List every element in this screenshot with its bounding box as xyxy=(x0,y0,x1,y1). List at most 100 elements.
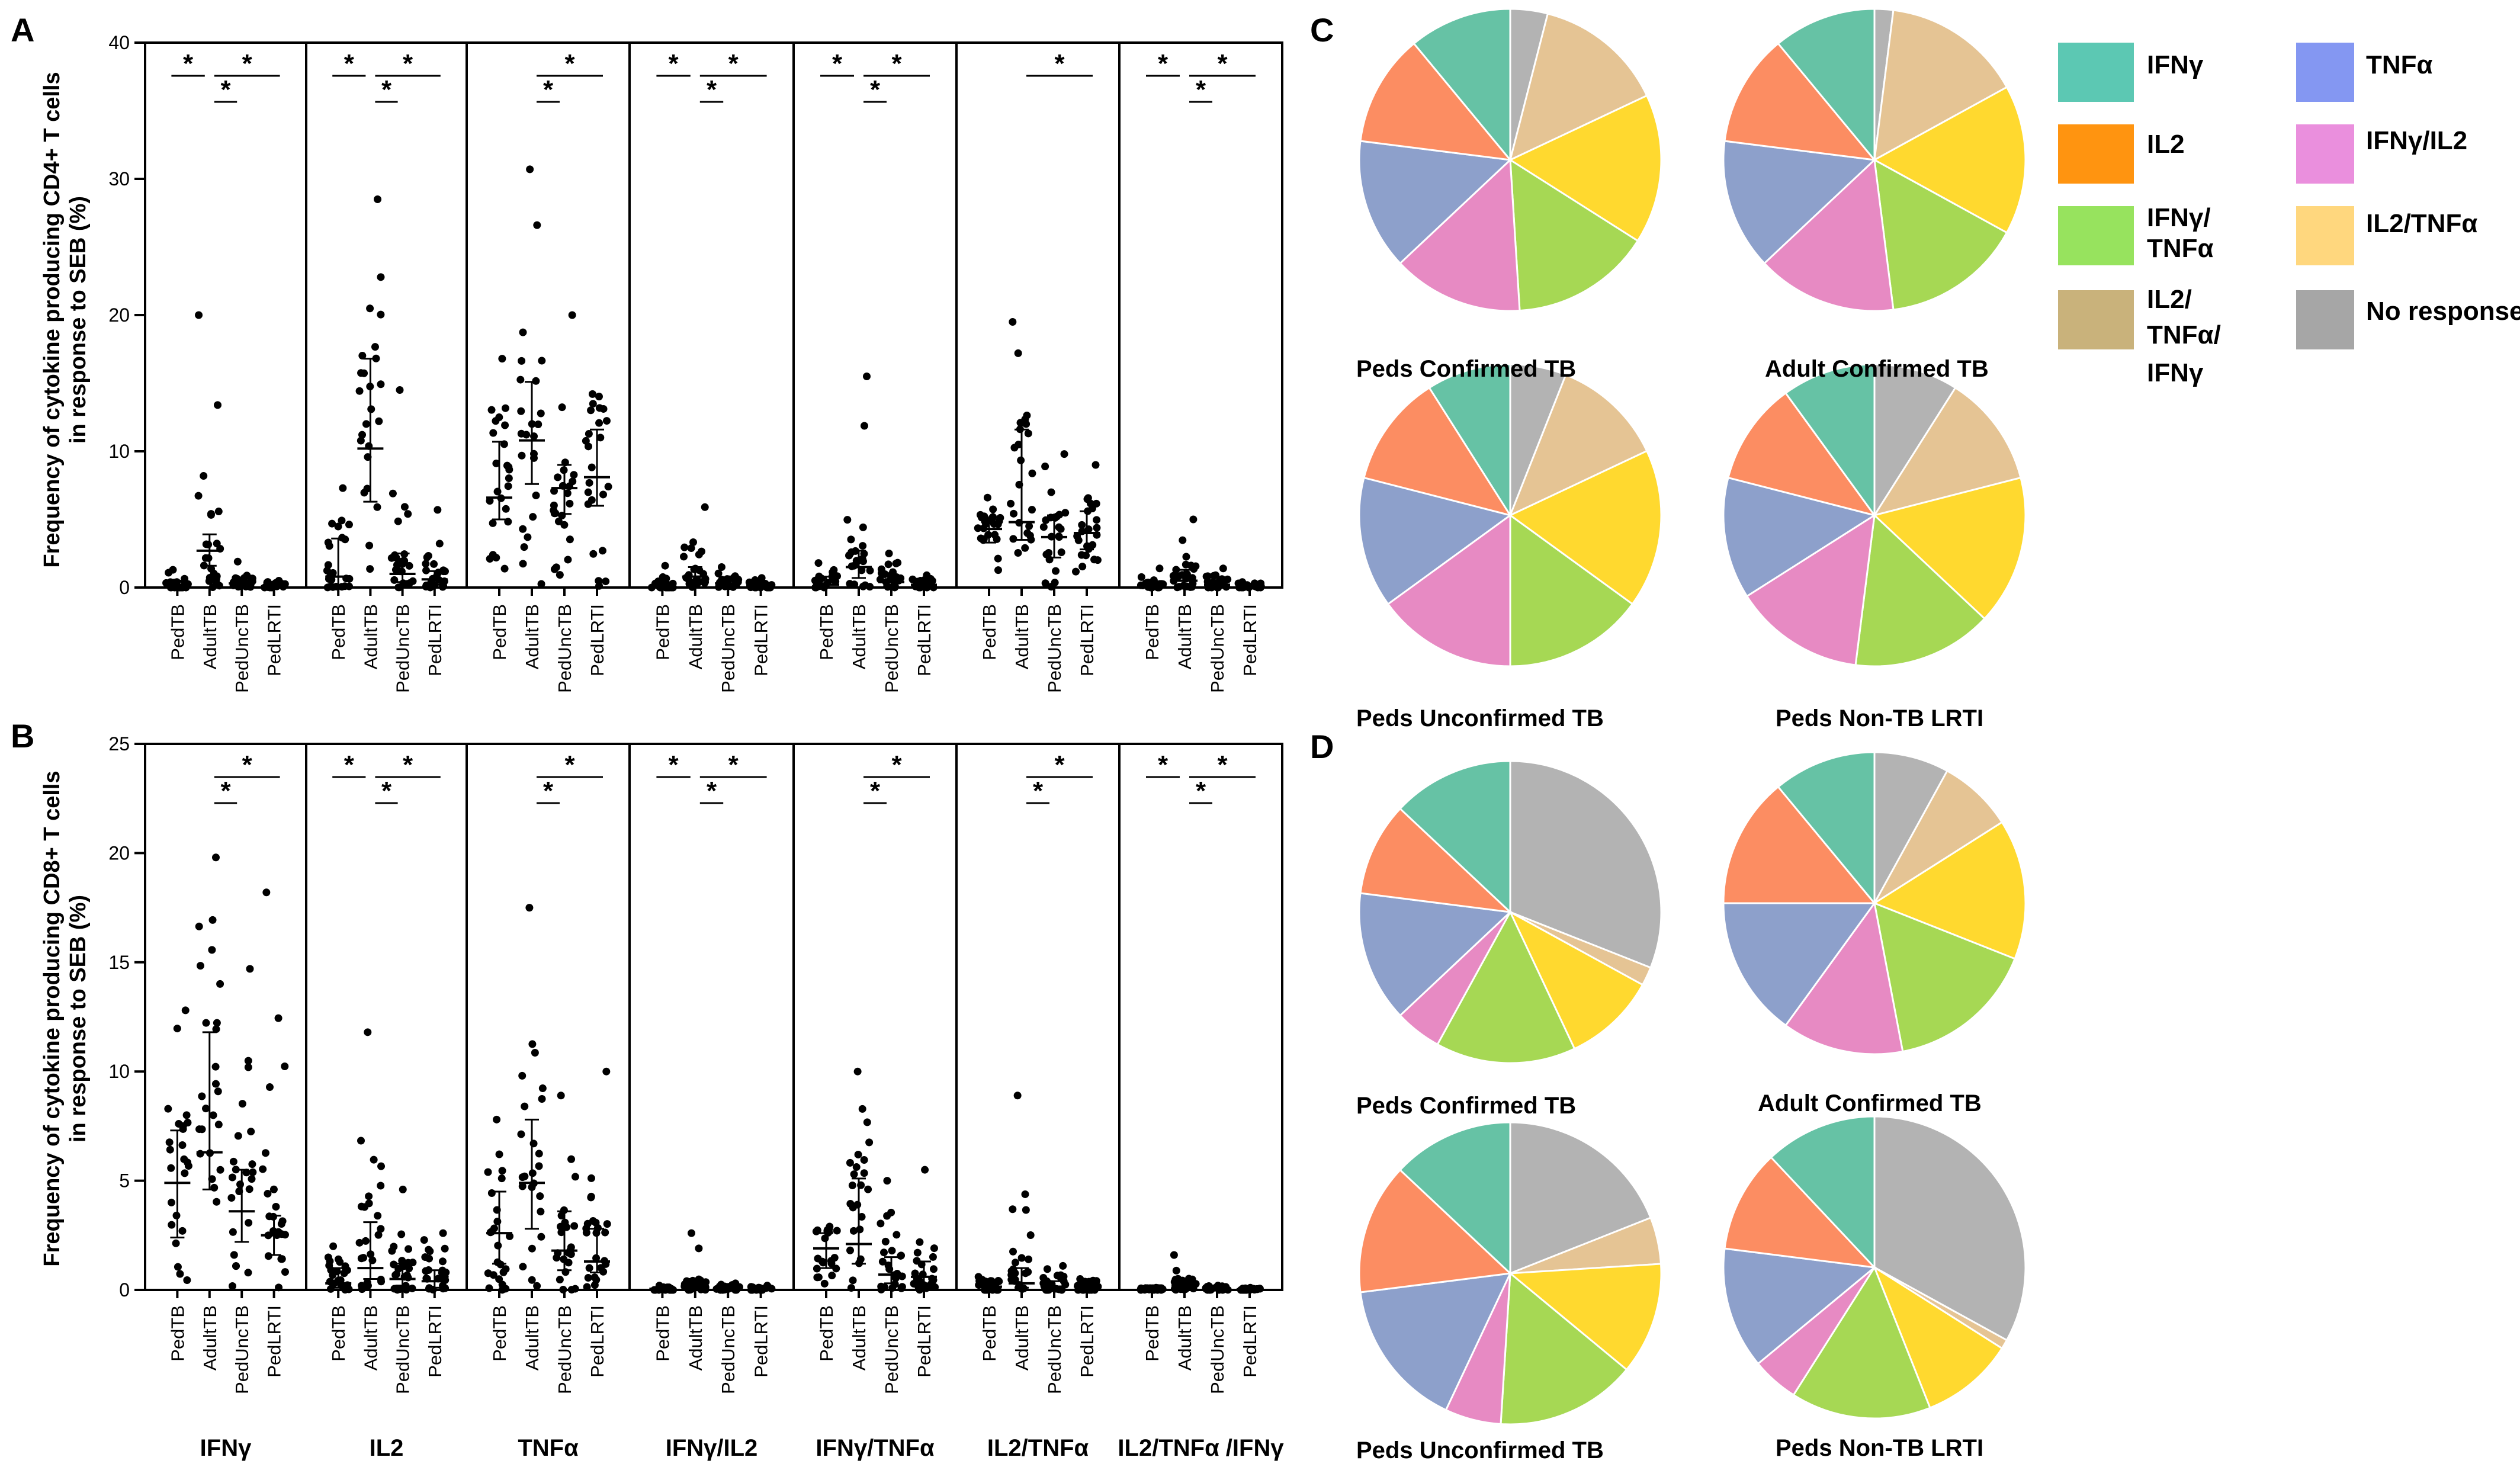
data-point xyxy=(208,946,216,954)
pie-slice xyxy=(1722,902,1876,1027)
data-point xyxy=(208,583,217,591)
data-point xyxy=(853,1067,862,1076)
data-point xyxy=(214,1087,222,1096)
data-point xyxy=(181,1006,190,1015)
ylabel-b-line2: in response to SEB (%) xyxy=(66,895,91,1142)
data-point xyxy=(377,310,385,319)
data-point xyxy=(519,560,527,568)
data-point xyxy=(582,436,590,445)
data-point xyxy=(1077,551,1086,559)
data-point xyxy=(396,386,404,394)
data-point xyxy=(366,565,374,573)
data-point xyxy=(487,1189,496,1198)
significance-star: * xyxy=(1158,49,1168,78)
data-point xyxy=(866,566,874,574)
data-point xyxy=(1010,509,1018,518)
data-point xyxy=(365,1192,373,1200)
pie-slice xyxy=(1872,1265,2004,1410)
data-point xyxy=(1009,1205,1017,1214)
data-point xyxy=(528,1244,536,1253)
data-point xyxy=(1042,550,1051,558)
data-point xyxy=(587,1174,595,1182)
data-point xyxy=(402,1286,410,1294)
data-point xyxy=(916,1238,924,1246)
x-tick-label-pedunctb: PedUncTB xyxy=(1207,1305,1228,1394)
legend-swatch-il2-tnfa xyxy=(2296,206,2354,265)
data-point xyxy=(404,510,412,518)
data-point xyxy=(1042,516,1050,524)
data-point xyxy=(1021,544,1029,552)
data-point xyxy=(567,1286,576,1294)
data-point xyxy=(328,519,336,528)
data-point xyxy=(167,1164,175,1172)
data-point xyxy=(497,1174,506,1183)
data-point xyxy=(849,1227,858,1235)
data-point xyxy=(370,1155,378,1164)
data-point xyxy=(274,1014,283,1022)
data-point xyxy=(994,1286,1002,1294)
data-point xyxy=(1256,583,1264,592)
data-point xyxy=(375,417,383,425)
cytokine-label: IFNγ/TNFα xyxy=(816,1435,935,1461)
panel-letter-a: A xyxy=(11,11,34,49)
data-point xyxy=(661,561,669,570)
data-point xyxy=(528,1276,536,1284)
data-point xyxy=(858,555,866,563)
data-point xyxy=(262,888,271,897)
data-point xyxy=(1089,541,1097,549)
x-tick-label-pedtb: PedTB xyxy=(1142,604,1163,660)
data-point xyxy=(264,1252,272,1260)
cytokine-label: IFNγ/IL2 xyxy=(666,1435,758,1461)
data-point xyxy=(244,1063,252,1071)
pie-slice xyxy=(1436,910,1576,1064)
data-point xyxy=(538,357,546,365)
cytokine-label: TNFα xyxy=(518,1435,579,1461)
significance-star: * xyxy=(564,750,575,779)
x-tick-label-pedtb: PedTB xyxy=(167,1305,188,1362)
legend-label-il2-tnfa: IL2/TNFα xyxy=(2366,209,2477,238)
data-point xyxy=(441,1244,449,1253)
pie-slice xyxy=(1386,513,1511,667)
data-point xyxy=(1039,523,1048,531)
significance-star: * xyxy=(381,776,392,805)
data-point xyxy=(484,1269,492,1277)
data-point xyxy=(517,1130,525,1138)
data-point xyxy=(519,1263,527,1271)
pie-slice xyxy=(1358,1169,1513,1293)
data-point xyxy=(358,352,367,360)
data-point xyxy=(502,505,510,513)
data-point xyxy=(377,1225,385,1233)
x-tick-label-pedunctb: PedUncTB xyxy=(718,604,739,693)
data-point xyxy=(424,551,432,560)
data-point xyxy=(244,1269,252,1277)
pie-slice xyxy=(1428,363,1511,519)
data-point xyxy=(439,581,447,589)
data-point xyxy=(441,1284,450,1292)
data-point xyxy=(216,1166,224,1174)
data-point xyxy=(215,582,223,590)
data-point xyxy=(734,576,743,584)
data-point xyxy=(898,1283,906,1291)
x-tick-label-adulttb: AdultTB xyxy=(522,604,542,669)
data-point xyxy=(1172,566,1180,574)
data-point xyxy=(1057,1274,1065,1282)
significance-star: * xyxy=(403,49,413,78)
data-point xyxy=(208,916,217,924)
pie-slice xyxy=(1777,751,1876,906)
data-point xyxy=(1137,573,1145,581)
data-point xyxy=(525,904,534,912)
data-point xyxy=(596,434,605,442)
x-tick-label-pedtb: PedTB xyxy=(979,1305,1000,1362)
data-point xyxy=(1182,553,1190,561)
data-point xyxy=(1026,531,1034,540)
ylabel-a-line1: Frequency of cytokine producing CD4+ T c… xyxy=(40,72,65,567)
data-point xyxy=(374,195,382,203)
data-point xyxy=(492,459,500,467)
x-tick-label-adulttb: AdultTB xyxy=(1012,1305,1032,1370)
data-point xyxy=(180,1155,188,1163)
data-point xyxy=(211,1063,220,1071)
data-point xyxy=(214,508,223,516)
data-point xyxy=(1092,499,1100,508)
data-point xyxy=(830,1254,839,1262)
data-point xyxy=(518,1182,527,1190)
